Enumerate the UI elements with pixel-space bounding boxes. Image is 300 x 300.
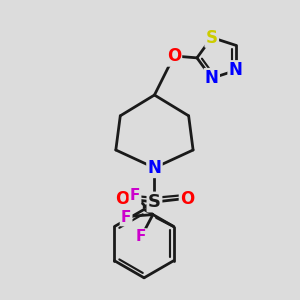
Text: F: F xyxy=(121,210,131,225)
Text: O: O xyxy=(115,190,129,208)
Text: S: S xyxy=(148,193,161,211)
Text: O: O xyxy=(180,190,194,208)
Text: N: N xyxy=(205,69,219,87)
Text: F: F xyxy=(136,230,146,244)
Text: N: N xyxy=(148,159,161,177)
Text: S: S xyxy=(206,28,218,46)
Text: O: O xyxy=(167,47,181,65)
Text: N: N xyxy=(229,61,243,80)
Text: F: F xyxy=(130,188,140,203)
